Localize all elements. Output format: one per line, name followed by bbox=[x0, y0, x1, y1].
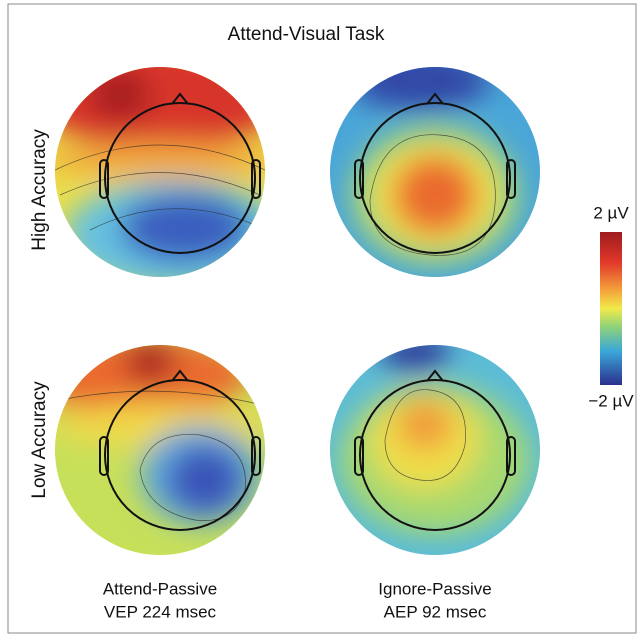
colorbar bbox=[600, 232, 622, 385]
column-label: AEP 92 msec bbox=[384, 602, 487, 621]
topomap bbox=[330, 345, 540, 555]
colorbar-max-label: 2 µV bbox=[593, 203, 629, 222]
topomap bbox=[330, 67, 540, 277]
figure-title: Attend-Visual Task bbox=[228, 24, 385, 45]
column-label: VEP 224 msec bbox=[104, 602, 217, 621]
head-outline bbox=[99, 92, 516, 531]
row-label: High Accuracy bbox=[29, 129, 50, 251]
topomap bbox=[55, 345, 265, 555]
row-label: Low Accuracy bbox=[29, 381, 50, 499]
frame bbox=[7, 3, 637, 634]
column-label: Attend-Passive bbox=[103, 579, 217, 598]
colorbar-min-label: −2 µV bbox=[588, 391, 634, 410]
column-label: Ignore-Passive bbox=[378, 579, 491, 598]
